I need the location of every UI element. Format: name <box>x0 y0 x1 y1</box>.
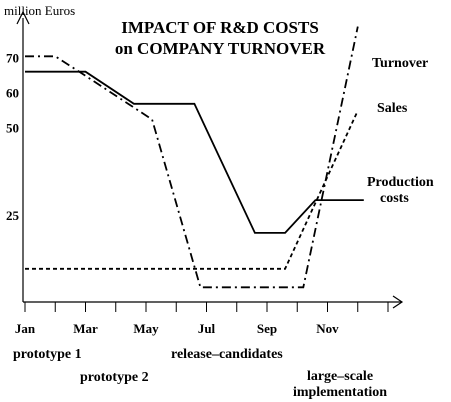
series-label-production-costs: Production <box>367 175 434 190</box>
y-axis-arrow <box>16 10 30 25</box>
x-tick-label-sep: Sep <box>257 321 277 336</box>
milestone-prototype-1: prototype 1 <box>13 347 82 362</box>
x-tick-label-jul: Jul <box>198 321 216 336</box>
x-tick-label-nov: Nov <box>316 321 339 336</box>
milestone-large-scale: large–scale <box>307 369 373 384</box>
series-sales-line <box>25 110 359 270</box>
x-tick-label-may: May <box>133 321 159 336</box>
y-axis-label: million Euros <box>4 3 75 18</box>
series-turnover-line <box>25 26 359 289</box>
milestone-implementation: implementation <box>293 385 387 400</box>
chart-title-line1: IMPACT OF R&D COSTS <box>121 18 319 37</box>
x-tick-label-mar: Mar <box>73 321 98 336</box>
x-tick-label-jan: Jan <box>15 321 36 336</box>
series-label-sales: Sales <box>377 101 408 116</box>
series-label-turnover: Turnover <box>372 56 428 71</box>
milestone-prototype-2: prototype 2 <box>80 370 149 385</box>
series-label-production-costs-line2: costs <box>380 191 409 206</box>
x-axis-arrow <box>392 295 404 309</box>
y-tick-label-50: 50 <box>6 121 19 136</box>
milestone-release-candidates: release–candidates <box>171 347 283 362</box>
y-tick-label-70: 70 <box>6 51 19 66</box>
y-tick-label-25: 25 <box>6 208 20 223</box>
series-production-costs-line <box>25 70 364 234</box>
y-tick-label-60: 60 <box>6 86 19 101</box>
chart-title-line2: on COMPANY TURNOVER <box>115 39 326 58</box>
